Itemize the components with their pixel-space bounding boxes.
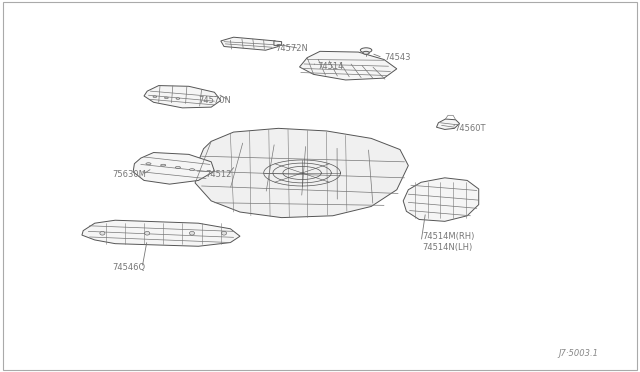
Polygon shape: [221, 37, 278, 50]
Text: 74546Q: 74546Q: [112, 263, 145, 272]
Text: 74514N(LH): 74514N(LH): [422, 243, 473, 252]
Polygon shape: [274, 41, 282, 45]
Polygon shape: [300, 51, 397, 80]
Text: 75630M: 75630M: [112, 170, 146, 179]
Text: 74570N: 74570N: [198, 96, 231, 105]
Ellipse shape: [360, 48, 372, 53]
Polygon shape: [82, 220, 240, 246]
Ellipse shape: [153, 96, 157, 97]
Ellipse shape: [189, 169, 195, 170]
Polygon shape: [436, 119, 460, 129]
Ellipse shape: [161, 164, 166, 166]
Polygon shape: [133, 153, 214, 184]
Text: 74543: 74543: [384, 53, 410, 62]
Ellipse shape: [221, 231, 227, 235]
Ellipse shape: [164, 97, 168, 99]
Ellipse shape: [176, 98, 180, 99]
Text: 74514: 74514: [317, 62, 343, 71]
Ellipse shape: [175, 166, 180, 168]
Text: 74512: 74512: [205, 170, 231, 179]
Text: 74572N: 74572N: [275, 44, 308, 53]
Ellipse shape: [363, 51, 369, 54]
Text: J7·5003.1: J7·5003.1: [559, 349, 598, 358]
Ellipse shape: [146, 163, 151, 164]
Ellipse shape: [145, 231, 150, 235]
Polygon shape: [403, 178, 479, 221]
Polygon shape: [195, 128, 408, 218]
Ellipse shape: [189, 231, 195, 235]
Polygon shape: [144, 86, 221, 108]
Text: 74560T: 74560T: [454, 124, 486, 133]
Ellipse shape: [100, 231, 105, 235]
Text: 74514M(RH): 74514M(RH): [422, 232, 475, 241]
